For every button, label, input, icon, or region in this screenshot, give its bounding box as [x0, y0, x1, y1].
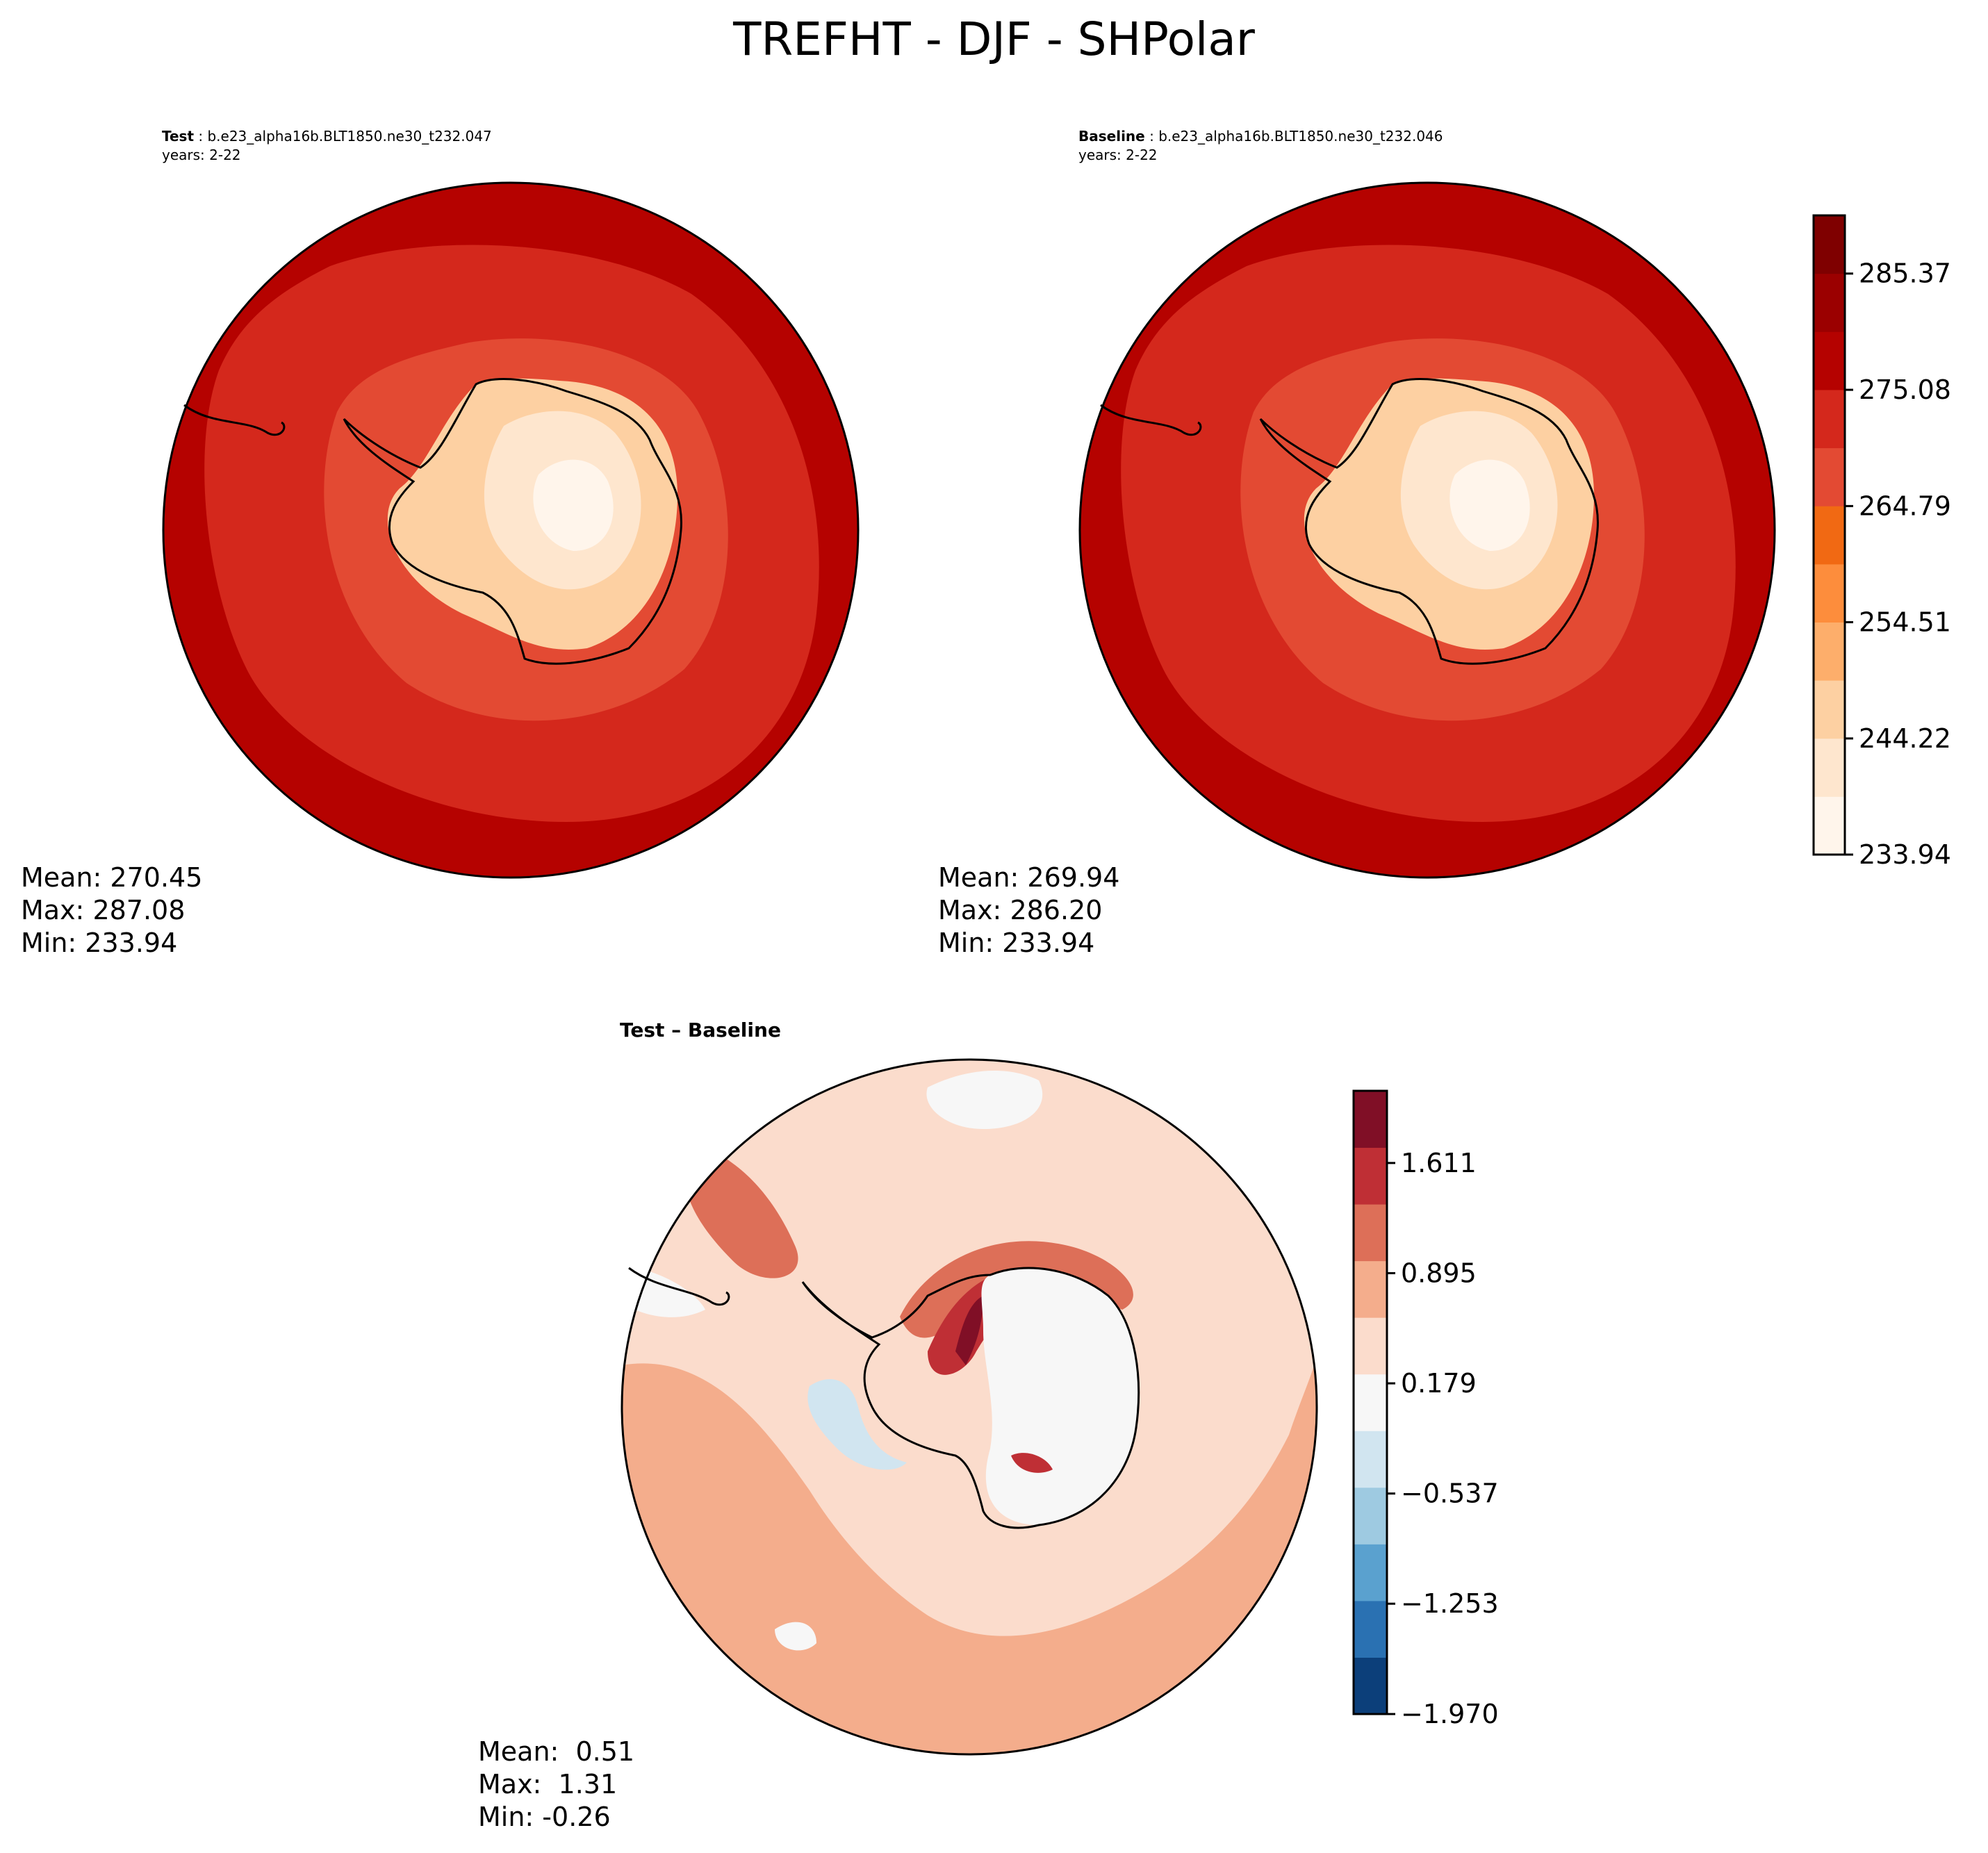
baseline-colorbar: 233.94 244.22 254.51 264.79 275.08 285.37	[1812, 214, 1951, 870]
test-mean: Mean: 270.45	[21, 862, 203, 893]
test-title-case: : b.e23_alpha16b.BLT1850.ne30_t232.047	[194, 128, 492, 145]
diff-colorbar-bin-0	[1354, 1657, 1387, 1715]
diff-colorbar-frame	[1352, 1089, 1388, 1715]
diff-min: Min: -0.26	[478, 1802, 611, 1832]
baseline-title: Baseline : b.e23_alpha16b.BLT1850.ne30_t…	[1078, 127, 1443, 146]
baseline-colorbar-ticks: 233.94 244.22 254.51 264.79 275.08 285.37	[1845, 258, 1951, 870]
baseline-title-case: : b.e23_alpha16b.BLT1850.ne30_t232.046	[1144, 128, 1443, 145]
diff-mean: Mean: 0.51	[478, 1736, 635, 1767]
baseline-colorbar-tick-label: 254.51	[1859, 607, 1951, 638]
baseline-map	[1078, 181, 1776, 879]
test-stats: Mean: 270.45 Max: 287.08 Min: 233.94	[21, 862, 202, 960]
test-title: Test : b.e23_alpha16b.BLT1850.ne30_t232.…	[162, 127, 492, 146]
diff-stats: Mean: 0.51 Max: 1.31 Min: -0.26	[478, 1736, 634, 1834]
baseline-colorbar-tick-label: 244.22	[1859, 723, 1951, 754]
baseline-title-bold: Baseline	[1078, 128, 1145, 145]
baseline-colorbar-bins	[1814, 215, 1845, 855]
figure-title: TREFHT - DJF - SHPolar	[733, 13, 1255, 66]
test-min: Min: 233.94	[21, 928, 178, 958]
diff-colorbar-bin-5	[1354, 1374, 1387, 1431]
test-years: years: 2-22	[162, 147, 241, 163]
baseline-colorbar-bin-3	[1814, 622, 1845, 681]
diff-colorbar-tick-label: 0.179	[1401, 1368, 1477, 1399]
test-title-bold: Test	[162, 128, 195, 145]
diff-colorbar-bins	[1354, 1091, 1387, 1715]
baseline-min: Min: 233.94	[938, 928, 1095, 958]
baseline-colorbar-tick-label: 275.08	[1859, 374, 1951, 405]
test-max: Max: 287.08	[21, 895, 186, 925]
diff-colorbar-tick-label: −0.537	[1401, 1479, 1499, 1509]
diff-colorbar: −1.970 −1.253 −0.537 0.179 0.895 1.611	[1352, 1089, 1499, 1729]
diff-colorbar-bin-4	[1354, 1431, 1387, 1488]
diff-max: Max: 1.31	[478, 1769, 618, 1800]
baseline-colorbar-bin-6	[1814, 447, 1845, 507]
diff-colorbar-bin-2	[1354, 1544, 1387, 1601]
diff-colorbar-bin-8	[1354, 1204, 1387, 1262]
diff-colorbar-tick-label: −1.970	[1401, 1699, 1499, 1729]
baseline-mean: Mean: 269.94	[938, 862, 1120, 893]
diff-colorbar-bin-9	[1354, 1147, 1387, 1205]
baseline-colorbar-bin-1	[1814, 738, 1845, 797]
baseline-colorbar-frame	[1812, 214, 1846, 856]
baseline-colorbar-bin-0	[1814, 796, 1845, 855]
baseline-years: years: 2-22	[1078, 147, 1158, 163]
diff-colorbar-bin-10	[1354, 1091, 1387, 1148]
test-map	[162, 181, 860, 879]
baseline-colorbar-bin-5	[1814, 506, 1845, 565]
baseline-colorbar-tick-label: 285.37	[1859, 258, 1951, 289]
baseline-colorbar-bin-4	[1814, 563, 1845, 623]
baseline-colorbar-bin-10	[1814, 215, 1845, 274]
diff-colorbar-bin-7	[1354, 1260, 1387, 1318]
diff-colorbar-bin-6	[1354, 1317, 1387, 1375]
diff-title: Test – Baseline	[620, 1019, 781, 1041]
diff-colorbar-tick-label: −1.253	[1401, 1588, 1499, 1619]
diff-colorbar-tick-label: 0.895	[1401, 1258, 1477, 1288]
diff-colorbar-bin-1	[1354, 1600, 1387, 1658]
diff-colorbar-bin-3	[1354, 1487, 1387, 1545]
baseline-stats: Mean: 269.94 Max: 286.20 Min: 233.94	[938, 862, 1119, 960]
baseline-colorbar-bin-8	[1814, 331, 1845, 390]
baseline-colorbar-tick-label: 264.79	[1859, 491, 1951, 521]
baseline-colorbar-bin-7	[1814, 389, 1845, 449]
baseline-max: Max: 286.20	[938, 895, 1103, 925]
diff-map	[621, 1058, 1318, 1756]
diff-colorbar-tick-label: 1.611	[1401, 1148, 1477, 1178]
baseline-colorbar-bin-9	[1814, 273, 1845, 332]
baseline-colorbar-bin-2	[1814, 680, 1845, 739]
baseline-colorbar-tick-label: 233.94	[1859, 839, 1951, 870]
diff-colorbar-ticks: −1.970 −1.253 −0.537 0.179 0.895 1.611	[1387, 1148, 1499, 1729]
